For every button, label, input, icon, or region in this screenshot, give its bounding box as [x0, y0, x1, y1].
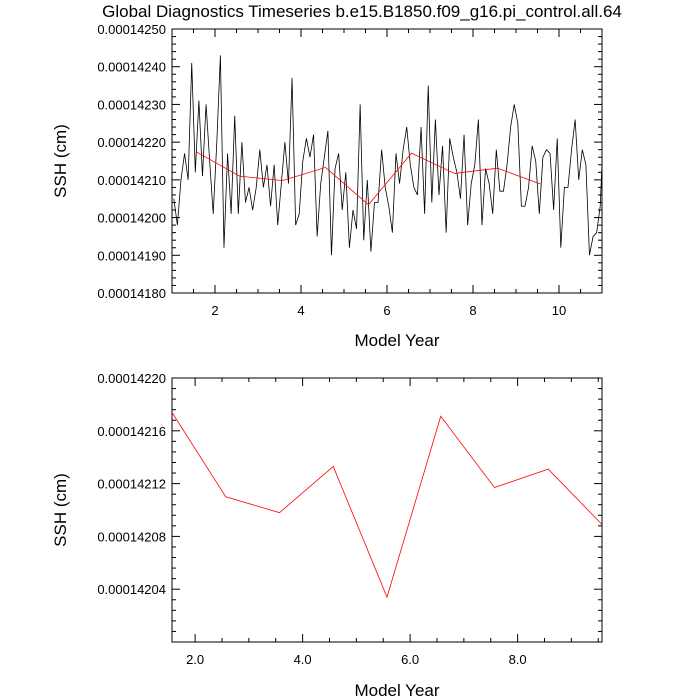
bottom-annual-mean-line	[172, 412, 602, 599]
top-y-tick-label: 0.00014250	[97, 22, 166, 37]
bottom-y-axis-label: SSH (cm)	[51, 473, 70, 547]
top-annual-mean-line	[196, 151, 541, 206]
top-x-tick-label: 2	[211, 303, 218, 318]
bottom-x-axis-label: Model Year	[354, 681, 439, 700]
top-y-tick-label: 0.00014220	[97, 135, 166, 150]
bottom-panel: 0.00014204 0.00014208 0.00014212 0.00014216…	[51, 371, 603, 700]
top-y-tick-label: 0.00014190	[97, 248, 166, 263]
top-x-tick-label: 8	[469, 303, 476, 318]
bottom-y-tick-label: 0.00014220	[97, 371, 166, 386]
top-y-tick-label: 0.00014180	[97, 286, 166, 301]
bottom-y-tick-label: 0.00014212	[97, 477, 166, 492]
bottom-y-tick-label: 0.00014208	[97, 529, 166, 544]
top-y-tick-label: 0.00014210	[97, 173, 166, 188]
top-x-tick-label: 6	[383, 303, 390, 318]
top-y-tick-label: 0.00014240	[97, 60, 166, 75]
top-x-tick-label: 4	[297, 303, 304, 318]
top-y-tick-label: 0.00014230	[97, 97, 166, 112]
top-y-tick-label: 0.00014200	[97, 211, 166, 226]
top-x-tick-label: 10	[552, 303, 566, 318]
bottom-x-tick-label: 4.0	[294, 652, 312, 667]
bottom-x-tick-label: 2.0	[186, 652, 204, 667]
figure-title: Global Diagnostics Timeseries b.e15.B185…	[102, 2, 622, 21]
bottom-x-tick-label: 8.0	[509, 652, 527, 667]
bottom-y-tick-label: 0.00014204	[97, 582, 166, 597]
top-monthly-line	[173, 55, 602, 256]
top-x-axis-label: Model Year	[354, 331, 439, 350]
bottom-x-tick-label: 6.0	[401, 652, 419, 667]
top-panel: 0.00014180 0.00014190 0.00014200 0.00014210…	[51, 22, 603, 350]
top-y-axis-label: SSH (cm)	[51, 124, 70, 198]
bottom-plot-frame	[171, 377, 603, 643]
bottom-y-tick-label: 0.00014216	[97, 424, 166, 439]
